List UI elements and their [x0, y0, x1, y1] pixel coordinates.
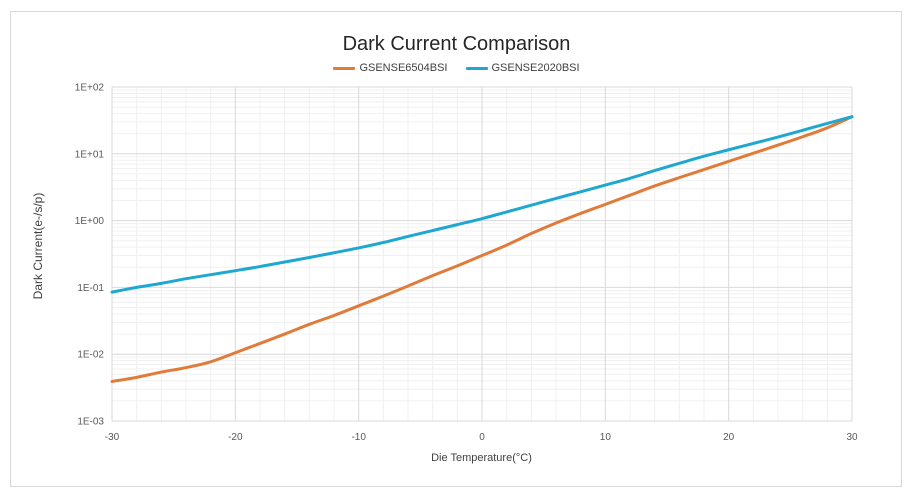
y-tick-label: 1E-01 — [77, 283, 104, 294]
legend-label-series-1: GSENSE6504BSI — [359, 62, 448, 74]
y-tick-label: 1E+00 — [75, 216, 105, 227]
y-tick-label: 1E-03 — [77, 417, 104, 428]
legend: GSENSE6504BSI GSENSE2020BSI — [0, 62, 913, 74]
x-tick-label: -10 — [351, 432, 366, 443]
legend-label-series-2: GSENSE2020BSI — [491, 62, 580, 74]
y-axis-label: Dark Current(e-/s/p) — [31, 192, 45, 300]
x-tick-label: 30 — [846, 432, 858, 443]
y-tick-label: 1E+01 — [75, 149, 105, 160]
x-tick-label: 20 — [723, 432, 735, 443]
x-tick-label: 10 — [600, 432, 612, 443]
y-tick-label: 1E+02 — [75, 83, 105, 94]
series-line-2 — [110, 115, 854, 294]
legend-item-series-2: GSENSE2020BSI — [465, 62, 580, 74]
chart-title: Dark Current Comparison — [342, 33, 571, 55]
x-axis-label: Die Temperature(°C) — [431, 452, 532, 464]
legend-swatch-series-1 — [333, 66, 356, 70]
legend-swatch-series-2 — [465, 66, 488, 70]
x-tick-label: -20 — [228, 432, 243, 443]
y-tick-label: 1E-02 — [77, 350, 104, 361]
x-tick-label: 0 — [479, 432, 485, 443]
x-tick-label: -30 — [105, 432, 120, 443]
series-line-1 — [110, 115, 854, 384]
legend-item-series-1: GSENSE6504BSI — [333, 62, 448, 74]
